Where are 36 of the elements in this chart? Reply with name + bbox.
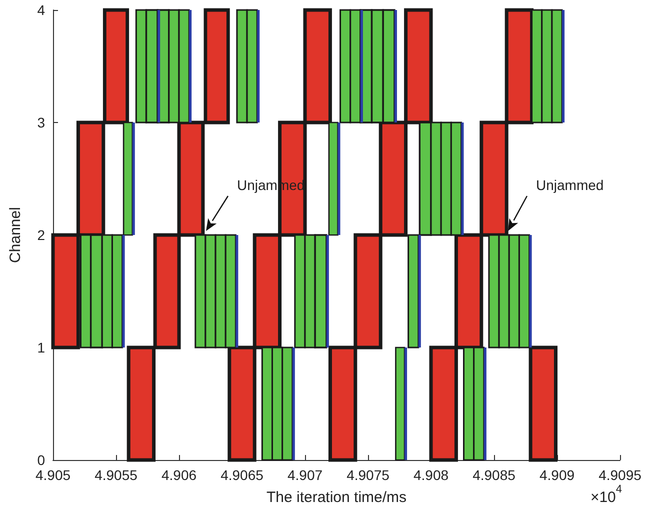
- y-tick-label: 2: [37, 227, 46, 243]
- x-tick-label: 4.9095: [598, 467, 642, 483]
- x-tick-label: 4.9065: [220, 467, 264, 483]
- bar: [484, 348, 486, 460]
- bar: [360, 10, 363, 122]
- bar: [395, 346, 406, 461]
- bar: [529, 235, 532, 348]
- bar: [236, 235, 238, 348]
- annotation: Unjammed: [536, 177, 604, 193]
- x-tick-label: 4.9085: [472, 467, 516, 483]
- bar: [132, 122, 135, 235]
- x-tick-label: 4.908: [413, 467, 449, 483]
- bar: [404, 348, 408, 460]
- bar: [189, 10, 192, 122]
- bar: [158, 10, 160, 122]
- x-tick-label: 4.905: [35, 467, 71, 483]
- x-tick-label: 4.9055: [94, 467, 138, 483]
- x-tick-label: 4.909: [539, 467, 575, 483]
- x-tick-label: 4.907: [287, 467, 323, 483]
- bar: [257, 10, 260, 122]
- bar: [338, 122, 340, 235]
- x-tick-label: 4.9075: [346, 467, 390, 483]
- y-tick-label: 4: [37, 2, 46, 18]
- bar: [122, 235, 125, 348]
- bar: [562, 10, 565, 122]
- bar: [418, 235, 421, 348]
- y-tick-label: 0: [37, 452, 46, 468]
- bar: [326, 235, 329, 348]
- bar: [461, 122, 464, 235]
- y-tick-label: 3: [37, 114, 46, 130]
- bar: [292, 348, 295, 460]
- y-axis-title: Channel: [7, 207, 24, 263]
- x-tick-label: 4.906: [161, 467, 197, 483]
- y-tick-label: 1: [37, 340, 46, 356]
- bar: [394, 10, 397, 122]
- x-axis-title: The iteration time/ms: [266, 489, 407, 506]
